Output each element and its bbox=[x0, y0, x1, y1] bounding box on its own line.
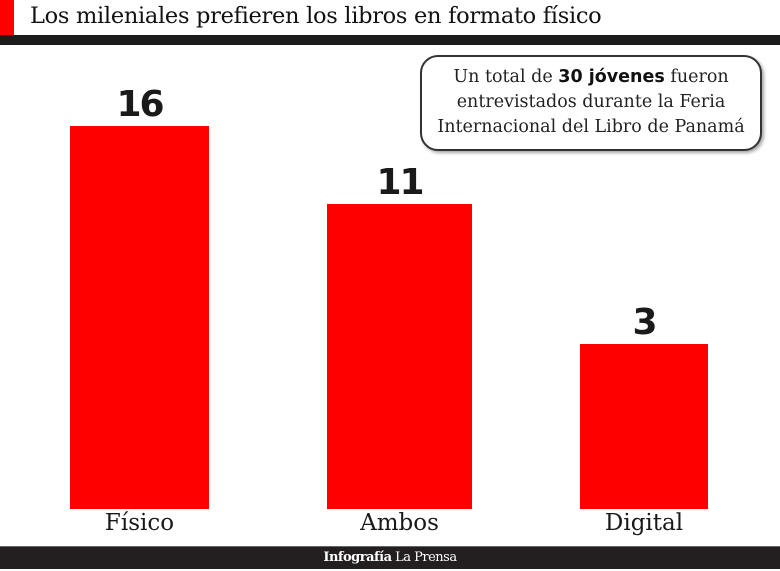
category-label-digital: Digital bbox=[604, 510, 684, 536]
title-divider bbox=[0, 35, 780, 45]
credit-bold: Infografía bbox=[323, 550, 392, 565]
bar-digital bbox=[580, 344, 708, 509]
bar-ambos bbox=[327, 204, 472, 509]
survey-note-box: Un total de 30 jóvenes fueron entrevista… bbox=[420, 55, 762, 151]
credit-source: La Prensa bbox=[391, 550, 457, 565]
title-accent-bar bbox=[0, 0, 14, 36]
bar-value-ambos: 11 bbox=[376, 162, 424, 203]
category-label-fisico: Físico bbox=[104, 510, 175, 536]
bar-value-digital: 3 bbox=[632, 302, 657, 343]
credit-footer: Infografía La Prensa bbox=[0, 546, 780, 569]
note-line-3: Internacional del Libro de Panamá bbox=[437, 117, 745, 137]
note-highlight: 30 jóvenes bbox=[558, 67, 665, 87]
note-line-1: Un total de 30 jóvenes fueron bbox=[453, 67, 729, 87]
note-line-2: entrevistados durante la Feria bbox=[456, 92, 726, 112]
bar-fisico bbox=[70, 126, 209, 509]
category-label-ambos: Ambos bbox=[360, 510, 439, 536]
chart-title: Los mileniales prefieren los libros en f… bbox=[30, 3, 602, 29]
bar-value-fisico: 16 bbox=[116, 84, 164, 125]
